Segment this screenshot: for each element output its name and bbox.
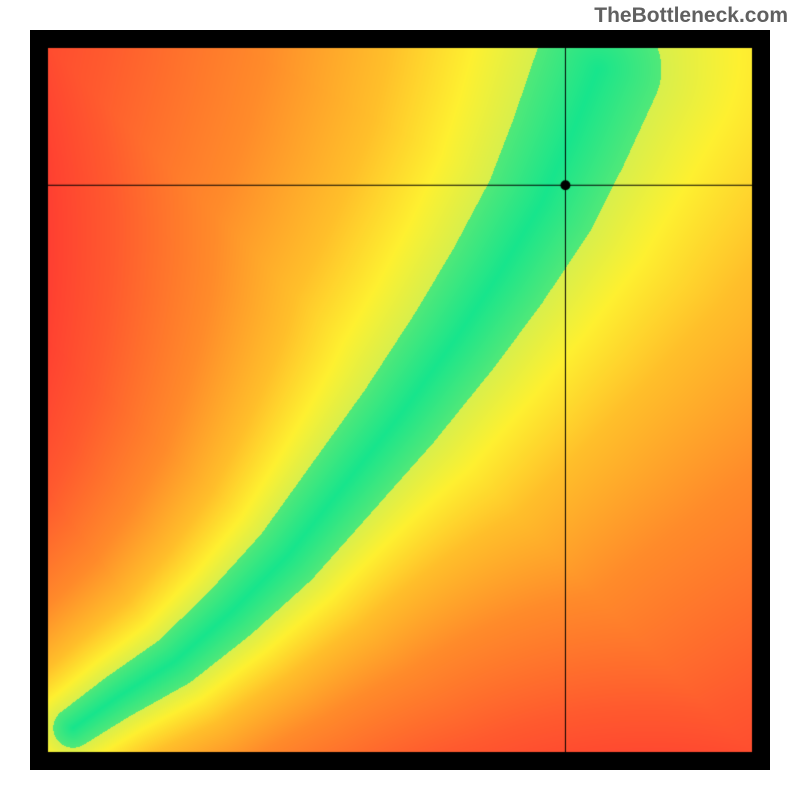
heatmap-plot <box>30 30 770 770</box>
watermark-text: TheBottleneck.com <box>594 4 788 28</box>
